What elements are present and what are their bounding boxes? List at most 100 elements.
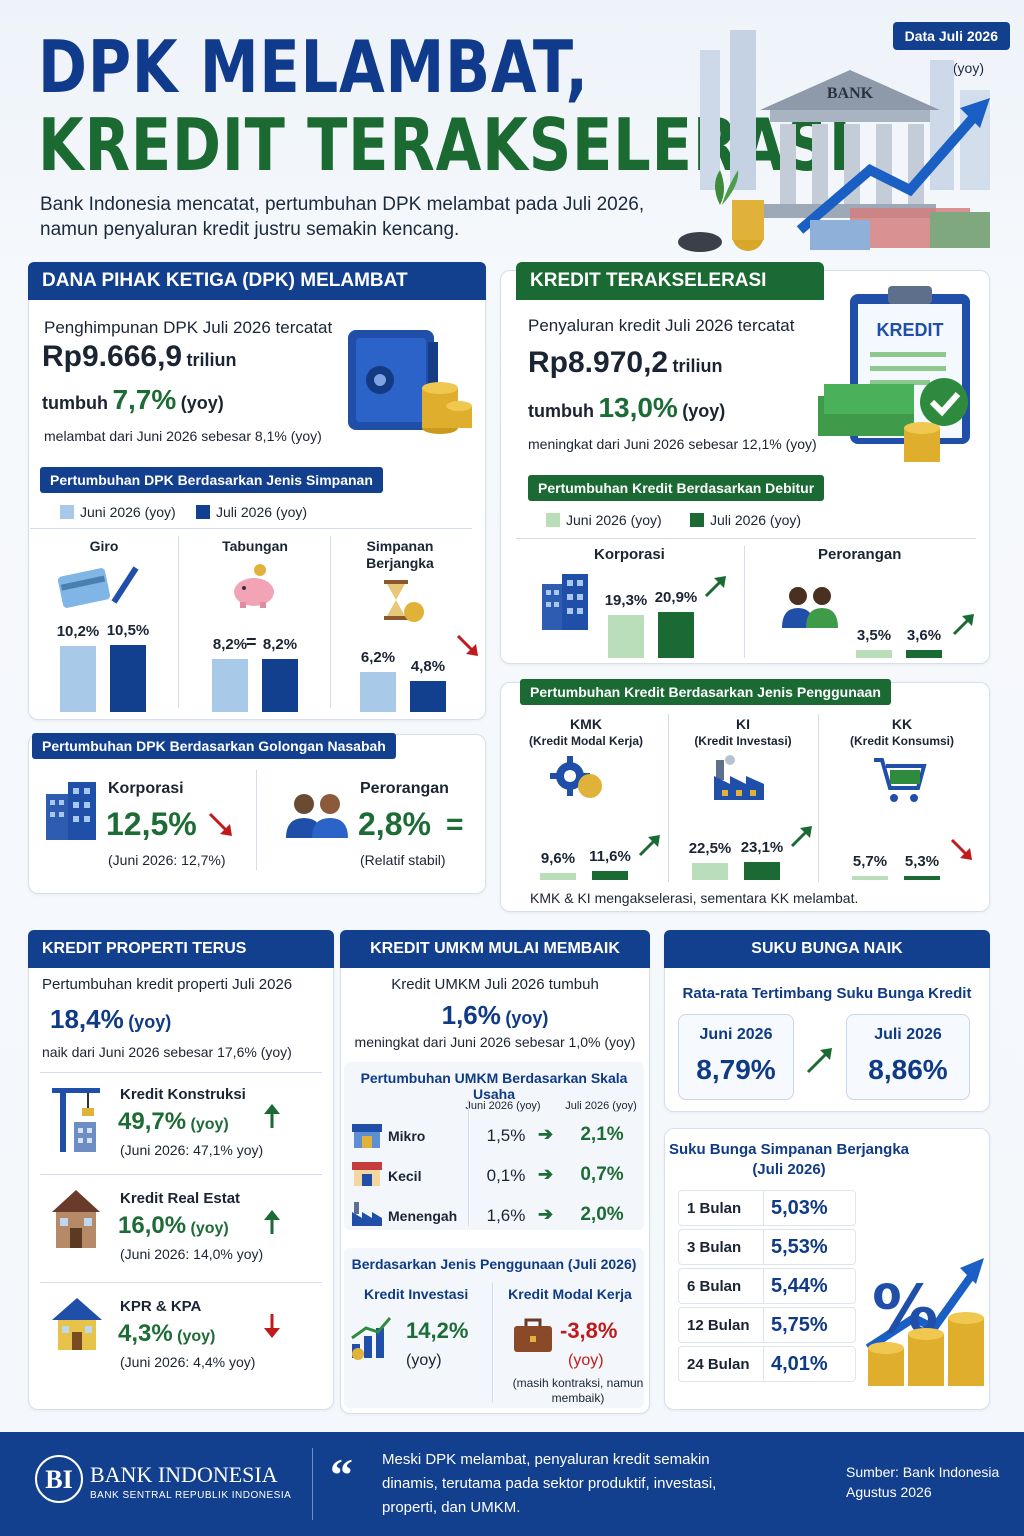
usage-name-2: KK: [891, 716, 913, 732]
umkm-note: meningkat dari Juni 2026 sebesar 1,0% (y…: [354, 1034, 636, 1050]
quote-mark-icon: “: [330, 1449, 353, 1500]
umkm-intro: Kredit UMKM Juli 2026 tumbuh: [391, 976, 599, 993]
footer: [0, 1432, 1024, 1536]
main-title-line1: DPK MELAMBAT,: [38, 25, 589, 109]
umkm-kmk-value: -3,8%: [560, 1318, 618, 1343]
kredit-debtor-subtitle: Pertumbuhan Kredit Berdasarkan Debitur: [528, 475, 825, 501]
dpk-type-label-july-1: 8,2%: [262, 636, 298, 654]
safe-icon: [348, 330, 472, 434]
properti-intro: Pertumbuhan kredit properti Juli 2026: [42, 976, 293, 993]
suku-bunga-subtitle: Rata-rata Tertimbang Suku Bunga Kredit: [682, 985, 972, 1002]
umkm-scale-row-june-2: 1,6%: [486, 1206, 526, 1225]
deposit-rate-row: 12 Bulan 5,75%: [678, 1307, 856, 1343]
umkm-scale-row-name-0: Mikro: [388, 1128, 426, 1144]
umkm-scale-row-name-1: Kecil: [388, 1168, 422, 1184]
umkm-scale-row-july-1: 0,7%: [580, 1164, 624, 1185]
deposit-rate-tenor: 12 Bulan: [687, 1317, 750, 1334]
umkm-value: 1,6%: [441, 1000, 501, 1030]
office-building-icon: [46, 782, 96, 840]
dpk-type-equal-symbol: =: [246, 632, 257, 653]
kredit-usage-note: KMK & KI mengakselerasi, sementara KK me…: [530, 890, 859, 906]
dpk-type-subtitle: Pertumbuhan DPK Berdasarkan Jenis Simpan…: [40, 467, 383, 493]
arrow-right-green-icon: ➔: [538, 1164, 554, 1184]
footer-logo-name: BANK INDONESIA: [90, 1462, 278, 1487]
kredit-amount-unit: triliun: [672, 356, 723, 376]
kredit-amount-line: Rp8.970,2 triliun: [528, 346, 723, 380]
kredit-usage-bar-june-0: [540, 872, 576, 880]
properti-item-name-1: Kredit Real Estat: [120, 1190, 241, 1207]
dpk-ind-note: (Relatif stabil): [360, 852, 446, 868]
kredit-usage-bar-july-1: [744, 862, 780, 880]
rate-june-box: [678, 1014, 794, 1100]
dpk-type-bar-june-0: [60, 646, 96, 712]
properti-item-note-0: (Juni 2026: 47,1% yoy): [120, 1142, 264, 1158]
kredit-debtor-bar-july-1: [906, 650, 942, 658]
umkm-scale-box: [344, 1062, 644, 1230]
rate-july-value: 8,86%: [868, 1054, 948, 1085]
gear-coin-icon: [550, 756, 602, 798]
kredit-usage-bar-chart: 9,6% 11,6% 22,5% 23,1% 5,7% 5,3%: [516, 790, 986, 880]
factory-icon: [714, 755, 764, 800]
usage-desc-1: (Kredit Investasi): [694, 734, 792, 748]
deposit-rate-value: 5,03%: [771, 1197, 828, 1219]
arrow-down-red-icon: [264, 1314, 280, 1338]
dpk-type-bar-june-1: [212, 659, 248, 712]
arrow-up-right-green-icon: [638, 835, 660, 857]
deposit-rate-tenor: 24 Bulan: [687, 1356, 750, 1373]
arrow-up-green-icon: [264, 1210, 280, 1234]
deposit-rate-row: 1 Bulan 5,03%: [678, 1190, 856, 1226]
deposit-rate-row: 6 Bulan 5,44%: [678, 1268, 856, 1304]
usage-name-1: KI: [736, 716, 750, 732]
bank-indonesia-logo-icon: BI: [35, 1455, 83, 1503]
arrow-up-right-green-icon: [704, 575, 726, 597]
footer-source-date: Agustus 2026: [846, 1484, 932, 1500]
deposit-rate-title: Suku Bunga Simpanan Berjangka (Juli 2026…: [668, 1141, 910, 1178]
dpk-note: melambat dari Juni 2026 sebesar 8,1% (yo…: [44, 428, 322, 444]
usage-name-0: KMK: [570, 716, 602, 732]
rate-june-value: 8,79%: [696, 1054, 776, 1085]
dpk-ind-equal-symbol: =: [446, 808, 464, 841]
kredit-growth-prefix: tumbuh: [528, 401, 594, 421]
dpk-growth-suffix: (yoy): [180, 393, 224, 413]
dpk-type-bar-chart: 10,2% 10,5% 8,2% 8,2% = 6,2% 4,8%: [30, 598, 478, 712]
umkm-usage-title: Berdasarkan Jenis Penggunaan (Juli 2026): [351, 1256, 637, 1272]
footer-quote: Meski DPK melambat, penyaluran kredit se…: [382, 1451, 717, 1516]
umkm-title: KREDIT UMKM MULAI MEMBAIK: [340, 930, 650, 968]
usage-desc-0: (Kredit Modal Kerja): [528, 734, 643, 748]
dpk-type-label-june-1: 8,2%: [212, 636, 248, 654]
dpk-corp-value: 12,5%: [106, 806, 197, 842]
properti-item-value-line-1: 16,0% (yoy): [118, 1212, 229, 1239]
umkm-scale-col-june: Juni 2026 (yoy): [465, 1100, 541, 1112]
kredit-usage-label-july-0: 11,6%: [589, 848, 631, 866]
kredit-usage-bar-july-0: [592, 871, 628, 880]
properti-value-suffix: (yoy): [128, 1012, 172, 1032]
construction-crane-icon: [52, 1088, 100, 1152]
briefcase-icon: [514, 1318, 552, 1352]
clipboard-check-icon: KREDIT: [818, 286, 970, 462]
dpk-type-label-july-2: 4,8%: [410, 658, 446, 676]
deposit-rate-value: 5,53%: [771, 1236, 828, 1258]
deposit-rate-tenor: 6 Bulan: [687, 1278, 742, 1295]
umkm-scale-row-june-0: 1,5%: [486, 1126, 526, 1145]
umkm-scale-col-july: Juli 2026 (yoy): [565, 1100, 637, 1112]
card-pen-icon: [58, 566, 139, 608]
arrow-right-green-icon: ➔: [538, 1124, 554, 1144]
dpk-amount-unit: triliun: [186, 350, 237, 370]
dpk-type-name-0: Giro: [89, 538, 119, 554]
persons-icon: [782, 587, 838, 628]
dpk-type-name-1: Tabungan: [222, 538, 288, 554]
deposit-rate-value: 5,44%: [771, 1275, 828, 1297]
umkm-ki-value: 14,2%: [406, 1318, 469, 1343]
rate-july-label: Juli 2026: [874, 1026, 942, 1043]
dpk-type-label-july-0: 10,5%: [106, 621, 150, 639]
dpk-type-legend-july: Juli 2026 (yoy): [196, 504, 307, 520]
umkm-scale-title: Pertumbuhan UMKM Berdasarkan Skala Usaha: [360, 1070, 628, 1102]
dpk-type-bar-july-0: [110, 644, 146, 712]
umkm-scale-row-july-2: 2,0%: [580, 1204, 624, 1225]
properti-value: 18,4%: [50, 1004, 124, 1034]
suku-bunga-title: SUKU BUNGA NAIK: [664, 930, 990, 968]
home-icon: [52, 1298, 102, 1350]
kredit-note: meningkat dari Juni 2026 sebesar 12,1% (…: [528, 436, 817, 452]
properti-item-name-2: KPR & KPA: [120, 1298, 202, 1315]
umkm-scale-row-name-2: Menengah: [388, 1208, 458, 1224]
